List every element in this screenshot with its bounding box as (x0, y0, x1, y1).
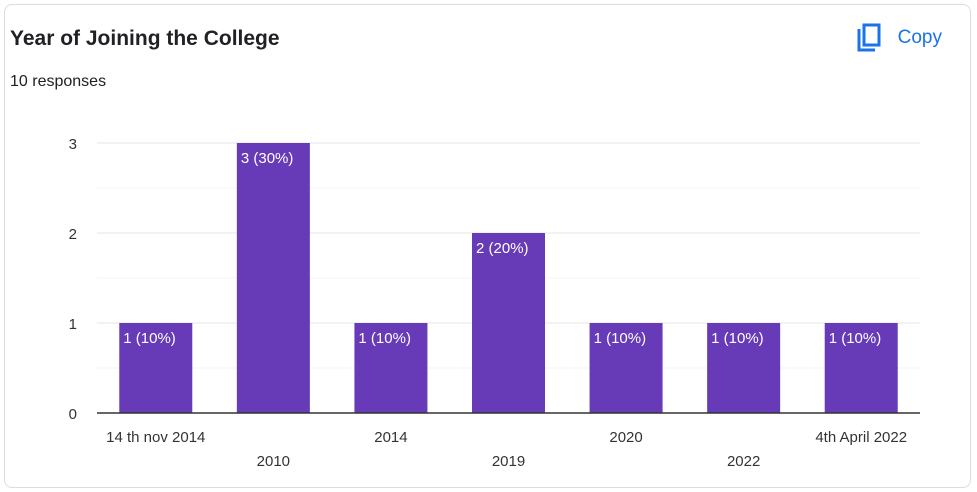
y-tick-label: 1 (69, 316, 77, 333)
x-tick-label: 2020 (609, 429, 642, 446)
bar (119, 323, 193, 413)
bar (707, 323, 781, 413)
x-tick-label: 2022 (727, 453, 760, 470)
y-tick-label: 2 (69, 226, 77, 243)
y-tick-label: 3 (69, 136, 77, 153)
x-tick-label: 2010 (257, 453, 290, 470)
x-tick-label: 2014 (374, 429, 407, 446)
bar-data-label: 3 (30%) (241, 150, 294, 167)
response-count: 10 responses (10, 73, 107, 90)
bar-data-label: 1 (10%) (594, 330, 647, 347)
bar-data-label: 2 (20%) (476, 240, 529, 257)
bar-data-label: 1 (10%) (829, 330, 882, 347)
x-tick-label: 4th April 2022 (815, 429, 907, 446)
bar (589, 323, 663, 413)
bar-data-label: 1 (10%) (123, 330, 176, 347)
x-tick-label: 14 th nov 2014 (106, 429, 205, 446)
y-tick-label: 0 (69, 406, 77, 423)
x-tick-label: 2019 (492, 453, 525, 470)
bar (236, 143, 310, 413)
bar-data-label: 1 (10%) (358, 330, 411, 347)
copy-button[interactable]: Copy (856, 23, 942, 53)
copy-icon (856, 23, 882, 53)
bar (824, 323, 898, 413)
copy-label: Copy (897, 27, 942, 48)
question-title: Year of Joining the College (10, 27, 280, 50)
bar (354, 323, 428, 413)
bar-data-label: 1 (10%) (711, 330, 764, 347)
bar (472, 233, 545, 413)
